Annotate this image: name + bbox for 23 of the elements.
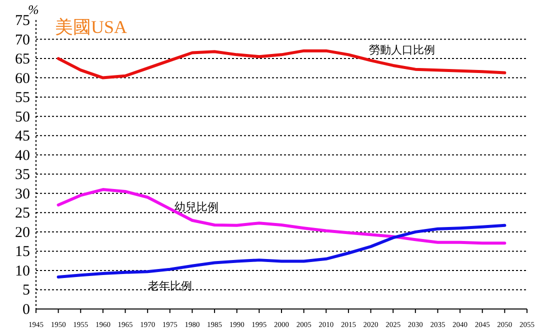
y-axis-title: % <box>28 2 39 17</box>
y-tick-label: 25 <box>15 206 30 222</box>
y-tick-label: 50 <box>15 109 30 126</box>
y-tick-label: 0 <box>22 302 30 318</box>
y-tick-label: 40 <box>15 148 30 164</box>
y-tick-label: 5 <box>22 282 30 299</box>
line-series <box>56 188 506 245</box>
y-tick-label: 75 <box>15 13 30 29</box>
y-tick-label: 20 <box>15 224 30 241</box>
y-tick-label: 70 <box>15 32 30 48</box>
y-tick-label: 10 <box>15 263 30 280</box>
y-tick-label: 65 <box>15 52 30 68</box>
y-tick-label: 55 <box>15 90 30 106</box>
chart-title: 美國USA <box>55 17 128 37</box>
y-tick-label: 45 <box>15 128 30 145</box>
line-series <box>56 224 506 279</box>
series-label: 勞動人口比例 <box>369 43 436 56</box>
y-tick-label: 15 <box>15 244 30 260</box>
series-label: 老年比例 <box>148 279 192 292</box>
y-tick-label: 30 <box>15 186 30 202</box>
y-tick-label: 35 <box>15 167 30 184</box>
series-label: 幼兒比例 <box>174 200 219 214</box>
y-tick-label: 60 <box>15 70 30 87</box>
